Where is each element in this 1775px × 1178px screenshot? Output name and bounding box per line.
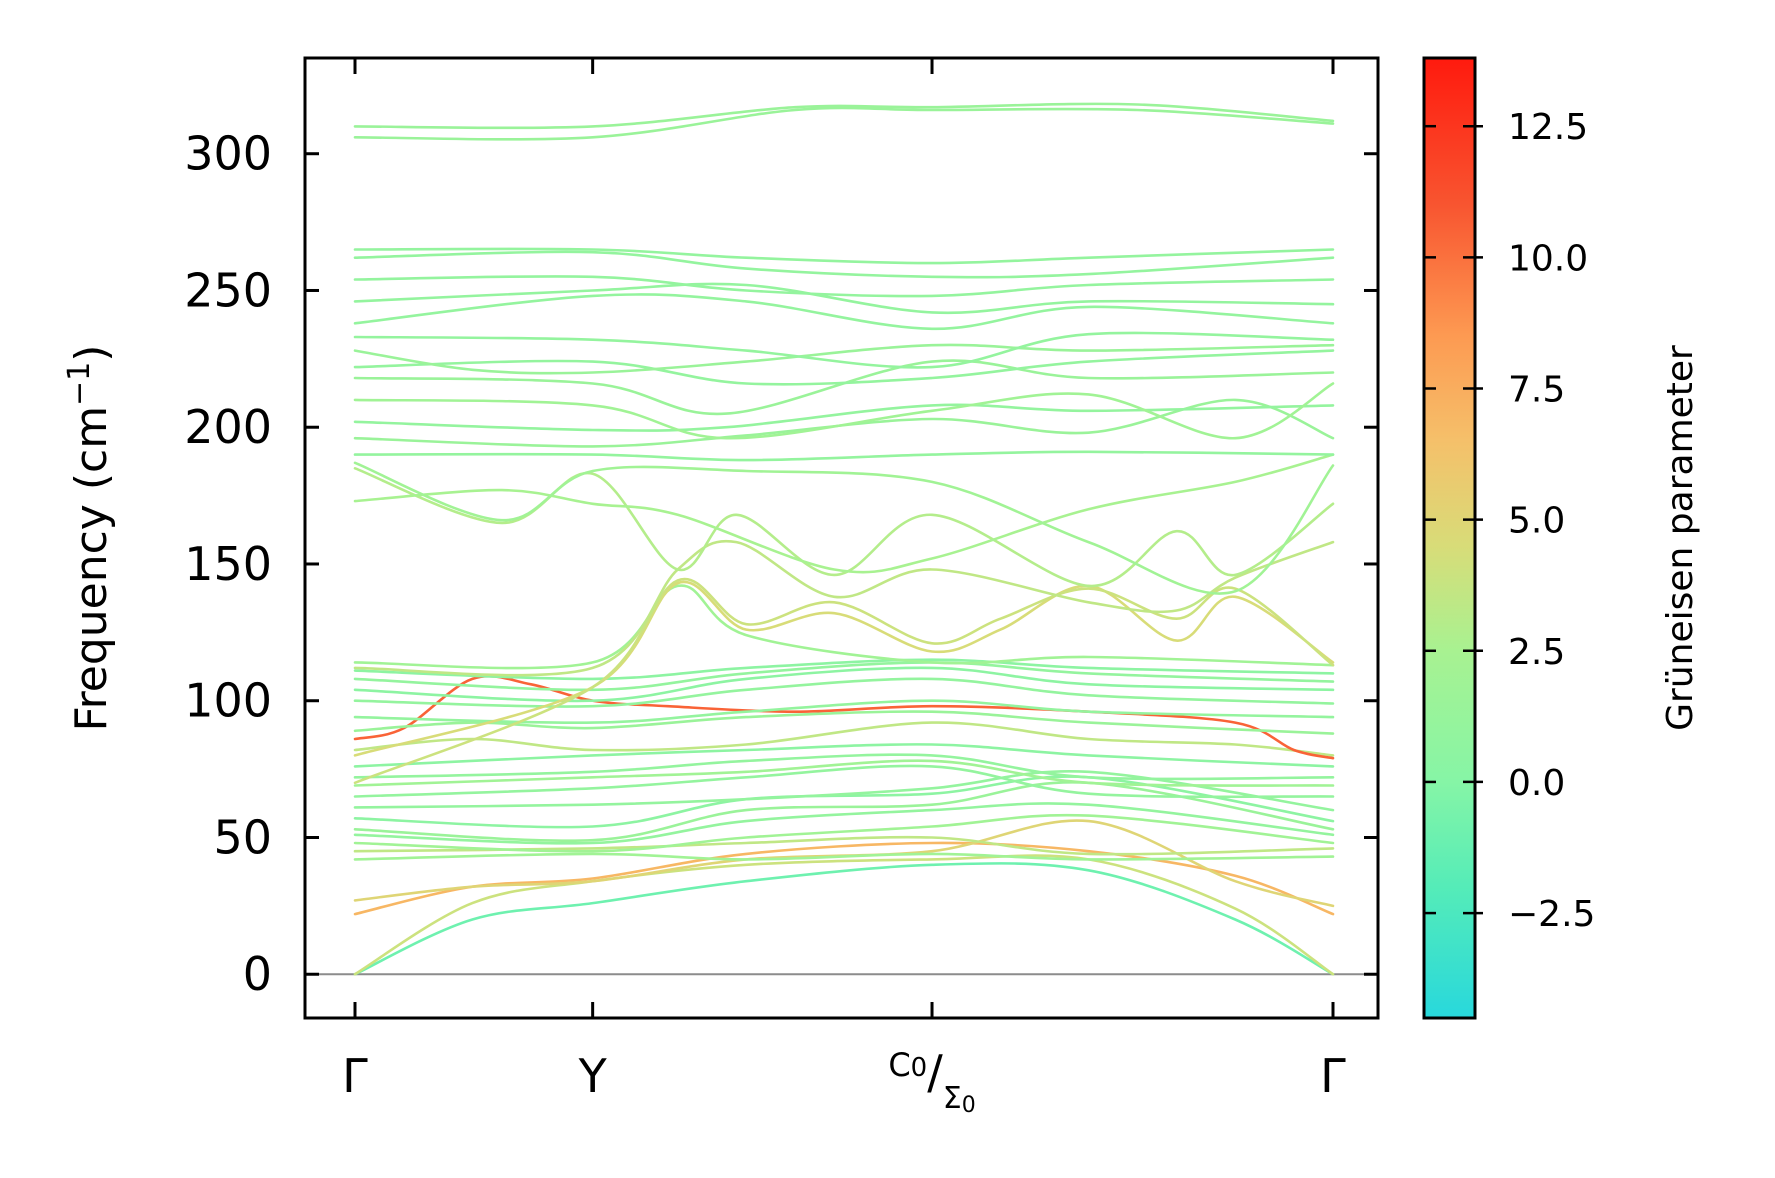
band-line (353, 577, 1335, 785)
y-tick-label: 200 (184, 400, 272, 454)
colorbar-tick-labels: −2.5 0.0 2.5 5.0 7.5 10.0 12.5 (1508, 107, 1595, 935)
band-line (353, 584, 1335, 670)
band-line (353, 343, 1335, 375)
band-line (353, 721, 1335, 757)
band-line (353, 743, 1335, 768)
y-tick-label: 100 (184, 674, 272, 728)
y-axis-title: Frequency (cm−1) (62, 345, 118, 732)
band-line (353, 106, 1335, 141)
y-tick-label: 50 (213, 810, 272, 864)
band-series-group (353, 102, 1335, 976)
band-line (353, 802, 1335, 845)
plot-frame (303, 56, 1380, 1020)
colorbar-title: Grüneisen parameter (1660, 345, 1701, 731)
colorbar-tick-label: 7.5 (1508, 369, 1565, 410)
y-axis-title-close: ) (66, 345, 117, 362)
band-line (353, 580, 1335, 757)
x-path-label: Y (578, 1049, 608, 1103)
x-path-label-sub: Σ (943, 1081, 962, 1116)
band-line (353, 835, 1335, 856)
band-line (353, 461, 1335, 595)
x-path-label: Γ (342, 1049, 368, 1103)
band-line (353, 403, 1335, 432)
band-line (353, 852, 1335, 861)
colorbar-tick-label: 2.5 (1508, 632, 1565, 673)
band-line (353, 453, 1335, 574)
band-line (353, 813, 1335, 853)
band-line (353, 250, 1335, 279)
x-path-label-sep: / (927, 1045, 943, 1099)
x-path-label-sub-sub: 0 (962, 1093, 976, 1118)
band-line (353, 247, 1335, 265)
band-line (353, 382, 1335, 440)
x-path-labels: Γ Y C0/Σ0Γ (342, 1045, 1346, 1118)
colorbar-tick-label: 5.0 (1508, 501, 1565, 542)
band-line (353, 398, 1335, 448)
y-tick-labels: 0 50 100 150 200 250 300 (184, 127, 272, 1002)
band-line (353, 753, 1335, 781)
y-tick-label: 150 (184, 537, 272, 591)
band-line (353, 854, 1335, 976)
band-line (353, 759, 1335, 787)
y-axis-title-text: Frequency (cm (66, 406, 117, 732)
band-line (353, 764, 1335, 799)
band-line (353, 359, 1335, 416)
band-line (353, 102, 1335, 130)
colorbar-tick-label: −2.5 (1508, 894, 1595, 935)
colorbar-tick-label: 10.0 (1508, 238, 1588, 279)
band-line (353, 293, 1335, 331)
x-ticks (353, 58, 1335, 1018)
colorbar-tick-label: 12.5 (1508, 107, 1588, 148)
x-path-label-main-sub: 0 (911, 1053, 928, 1083)
band-line (353, 282, 1335, 315)
band-line (353, 780, 1335, 843)
band-line (353, 539, 1335, 677)
y-ticks (305, 152, 1378, 976)
band-line (353, 666, 1335, 703)
colorbar (1422, 56, 1477, 1020)
y-axis-title-unit-sup: −1 (62, 362, 97, 406)
band-line (353, 769, 1335, 812)
band-line (353, 661, 1335, 692)
y-tick-label: 0 (243, 947, 272, 1001)
y-tick-label: 250 (184, 263, 272, 317)
x-path-label-main: C (888, 1046, 910, 1084)
band-line (353, 275, 1335, 298)
y-tick-label: 300 (184, 127, 272, 181)
colorbar-tick-label: 0.0 (1508, 763, 1565, 804)
colorbar-ticks (1424, 124, 1483, 915)
band-line (353, 862, 1335, 976)
band-line (353, 674, 1335, 760)
band-line (353, 699, 1335, 724)
x-path-label: C0/Σ0 (888, 1045, 975, 1118)
band-line (353, 331, 1335, 369)
band-line (353, 658, 1335, 681)
x-path-label: Γ (1320, 1049, 1346, 1103)
band-line (353, 349, 1335, 386)
band-line (353, 450, 1335, 462)
